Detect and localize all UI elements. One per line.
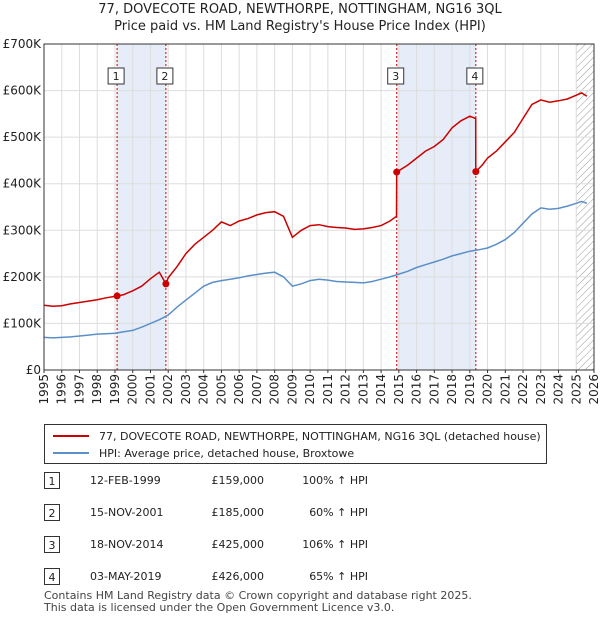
x-tick-label: 1999	[108, 374, 122, 405]
y-tick-label: £500K	[3, 130, 43, 144]
y-tick-label: £300K	[3, 223, 43, 237]
x-tick-label: 2024	[552, 374, 566, 405]
footer-licence: This data is licensed under the Open Gov…	[44, 601, 395, 614]
table-row: 2 15-NOV-2001 £185,000 60% ↑ HPI	[44, 504, 444, 524]
hpi-line	[43, 200, 588, 339]
sale-date: 15-NOV-2001	[90, 506, 164, 519]
sale-date: 03-MAY-2019	[90, 570, 162, 583]
x-tick-label: 1995	[37, 374, 51, 405]
table-row: 3 18-NOV-2014 £425,000 106% ↑ HPI	[44, 536, 444, 556]
x-tick-label: 2020	[481, 374, 495, 405]
footer-copyright: Contains HM Land Registry data © Crown c…	[44, 589, 472, 602]
sale-marker-box: 2	[44, 504, 60, 521]
sale-date: 12-FEB-1999	[90, 474, 161, 487]
x-tick-label: 2015	[392, 374, 406, 405]
x-tick-label: 2013	[356, 374, 370, 405]
sale-marker-box: 3	[44, 536, 60, 553]
x-tick-label: 2026	[587, 374, 600, 405]
x-tick-label: 2010	[303, 374, 317, 405]
table-row: 1 12-FEB-1999 £159,000 100% ↑ HPI	[44, 472, 444, 492]
price-chart: 1 2 3 4 £0 £100K £200K £300K £400K £500K £600K £700…	[3, 37, 600, 405]
x-tick-label: 2007	[250, 374, 264, 405]
chart-title: 77, DOVECOTE ROAD, NEWTHORPE, NOTTINGHAM…	[98, 2, 502, 17]
sale-point	[113, 292, 121, 300]
x-tick-label: 2011	[321, 374, 335, 405]
x-tick-label: 2014	[374, 374, 388, 405]
x-tick-label: 2018	[445, 374, 459, 405]
sale-price: £425,000	[211, 538, 265, 551]
sale-price: £159,000	[211, 474, 265, 487]
x-tick-label: 2008	[268, 374, 282, 405]
x-tick-label: 2003	[179, 374, 193, 405]
sale-label-number: 3	[392, 70, 399, 83]
sale-price: £426,000	[211, 570, 265, 583]
x-tick-label: 1997	[72, 374, 86, 405]
sale-marker-box: 1	[44, 472, 60, 489]
x-tick-label: 2000	[126, 374, 140, 405]
sale-price: £185,000	[211, 506, 265, 519]
x-tick-label: 2006	[232, 374, 246, 405]
table-row: 4 03-MAY-2019 £426,000 65% ↑ HPI	[44, 568, 444, 588]
sale-point	[472, 168, 480, 176]
x-tick-label: 2002	[161, 374, 175, 405]
shaded-band	[396, 44, 476, 370]
y-tick-label: £200K	[3, 270, 43, 284]
y-tick-label: £700K	[3, 37, 43, 51]
sale-label-number: 2	[161, 70, 168, 83]
legend-label-property: 77, DOVECOTE ROAD, NEWTHORPE, NOTTINGHAM…	[99, 429, 541, 443]
x-tick-label: 2012	[339, 374, 353, 405]
x-tick-label: 1996	[55, 374, 69, 405]
hatched-region	[576, 44, 594, 370]
legend-item-property: 77, DOVECOTE ROAD, NEWTHORPE, NOTTINGHAM…	[53, 428, 541, 444]
sale-marker-box: 4	[44, 568, 60, 585]
footer: Contains HM Land Registry data © Crown c…	[44, 590, 472, 614]
y-tick-label: £100K	[3, 316, 43, 330]
x-tick-label: 2017	[427, 374, 441, 405]
sale-label-number: 4	[471, 70, 478, 83]
sale-label-box	[107, 67, 125, 85]
legend-swatch-hpi	[53, 452, 89, 454]
x-tick-label: 2025	[569, 374, 583, 405]
x-tick-label: 2022	[516, 374, 530, 405]
legend-label-hpi: HPI: Average price, detached house, Brox…	[99, 446, 355, 460]
x-tick-label: 1998	[90, 374, 104, 405]
plot-frame	[43, 43, 595, 371]
chart-subtitle: Price paid vs. HM Land Registry's House …	[114, 19, 486, 34]
sale-date: 18-NOV-2014	[90, 538, 164, 551]
x-tick-label: 2001	[143, 374, 157, 405]
sale-label-number: 1	[113, 70, 120, 83]
sale-hpi-diff: 100% ↑ HPI	[302, 474, 368, 487]
legend: 77, DOVECOTE ROAD, NEWTHORPE, NOTTINGHAM…	[44, 424, 547, 464]
x-tick-label: 2016	[410, 374, 424, 405]
sale-hpi-diff: 106% ↑ HPI	[302, 538, 368, 551]
sale-point	[162, 280, 170, 288]
property-price-line	[43, 92, 588, 307]
shaded-band	[117, 44, 166, 370]
legend-item-hpi: HPI: Average price, detached house, Brox…	[53, 445, 354, 461]
x-tick-label: 2021	[498, 374, 512, 405]
sale-label-box	[156, 67, 174, 85]
sale-label-box	[466, 67, 484, 85]
x-tick-label: 2005	[214, 374, 228, 405]
sale-hpi-diff: 65% ↑ HPI	[309, 570, 368, 583]
legend-swatch-property	[53, 435, 89, 437]
x-tick-label: 2023	[534, 374, 548, 405]
y-tick-label: £600K	[3, 84, 43, 98]
x-tick-label: 2019	[463, 374, 477, 405]
y-tick-label: £0	[26, 363, 41, 377]
sale-label-box	[387, 67, 405, 85]
x-tick-label: 2009	[285, 374, 299, 405]
sale-point	[393, 168, 401, 176]
y-tick-label: £400K	[3, 177, 43, 191]
sale-hpi-diff: 60% ↑ HPI	[309, 506, 368, 519]
x-tick-label: 2004	[197, 374, 211, 405]
